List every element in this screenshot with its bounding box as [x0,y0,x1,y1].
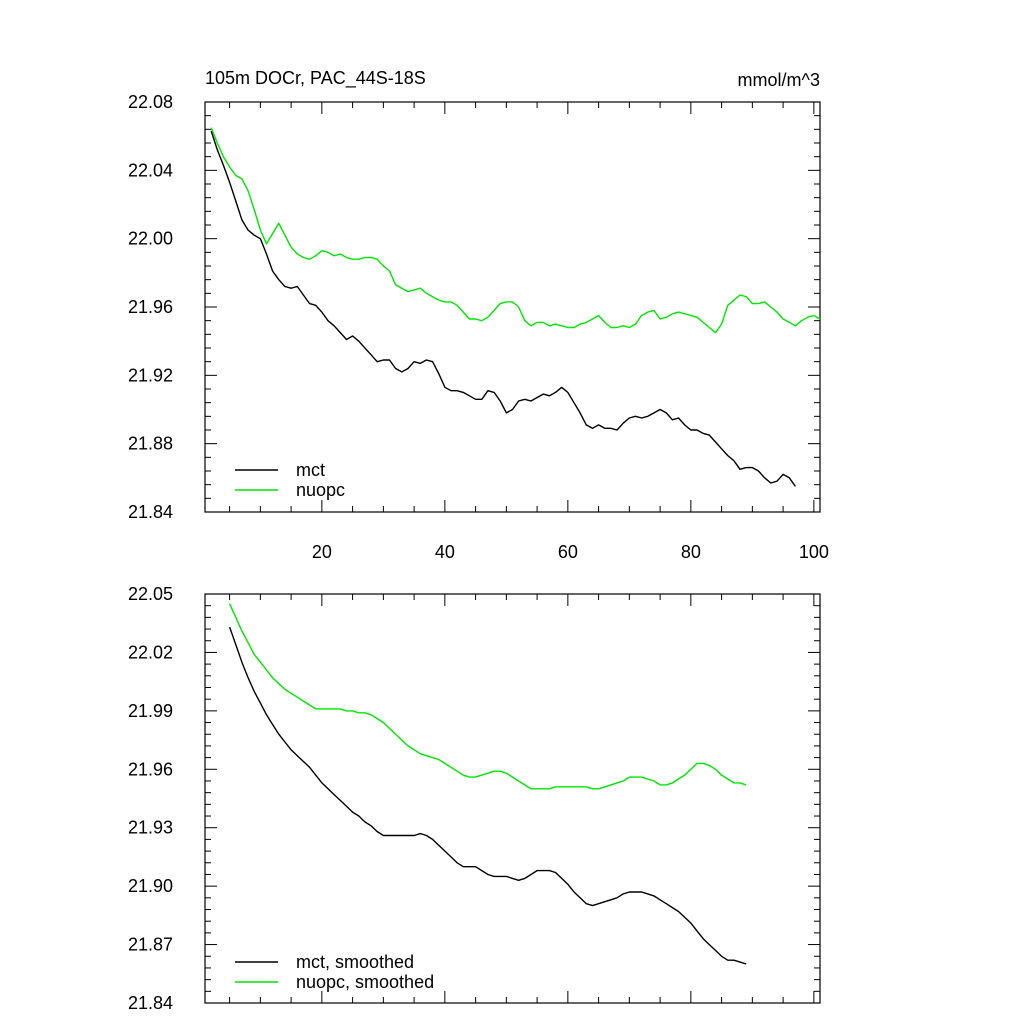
panel-top-units: mmol/m^3 [738,70,820,90]
x-tick-label: 60 [558,542,578,562]
y-tick-label: 22.02 [128,642,173,662]
x-tick-label: 80 [681,542,701,562]
y-tick-label: 21.96 [128,759,173,779]
x-tick-label: 20 [312,542,332,562]
y-tick-label: 22.04 [128,160,173,180]
legend-label: mct [296,460,325,480]
plot-frame [204,593,821,1004]
y-tick-label: 21.87 [128,935,173,955]
series-line-nuopc-smoothed [228,603,747,790]
legend-label: nuopc [296,480,345,500]
series-line-mct-smoothed [228,626,747,965]
y-tick-label: 21.96 [128,297,173,317]
y-tick-label: 21.84 [128,502,173,522]
x-tick-label: 40 [435,542,455,562]
series-line-nuopc [210,127,821,334]
y-tick-label: 21.84 [128,993,173,1013]
chart-panel-bottom: 21.84 21.87 21.90 21.93 21.96 21.99 22.02 22.05… [128,584,821,1013]
y-tick-label: 22.00 [128,229,173,249]
y-tick-label: 21.90 [128,876,173,896]
y-tick-label: 21.88 [128,434,173,454]
panel-top-title: 105m DOCr, PAC_44S-18S [205,68,426,89]
legend-label: mct, smoothed [296,952,414,972]
y-tick-label: 22.08 [128,92,173,112]
legend-label: nuopc, smoothed [296,972,434,992]
x-tick-label: 100 [799,542,829,562]
y-tick-label: 21.99 [128,701,173,721]
chart-panel-top: 20 40 60 80 100 21.84 21.88 21.92 21.96 22.00 22.0… [128,92,829,562]
y-tick-label: 21.92 [128,365,173,385]
y-tick-label: 21.93 [128,818,173,838]
series-line-mct [210,130,796,487]
y-tick-label: 22.05 [128,584,173,604]
